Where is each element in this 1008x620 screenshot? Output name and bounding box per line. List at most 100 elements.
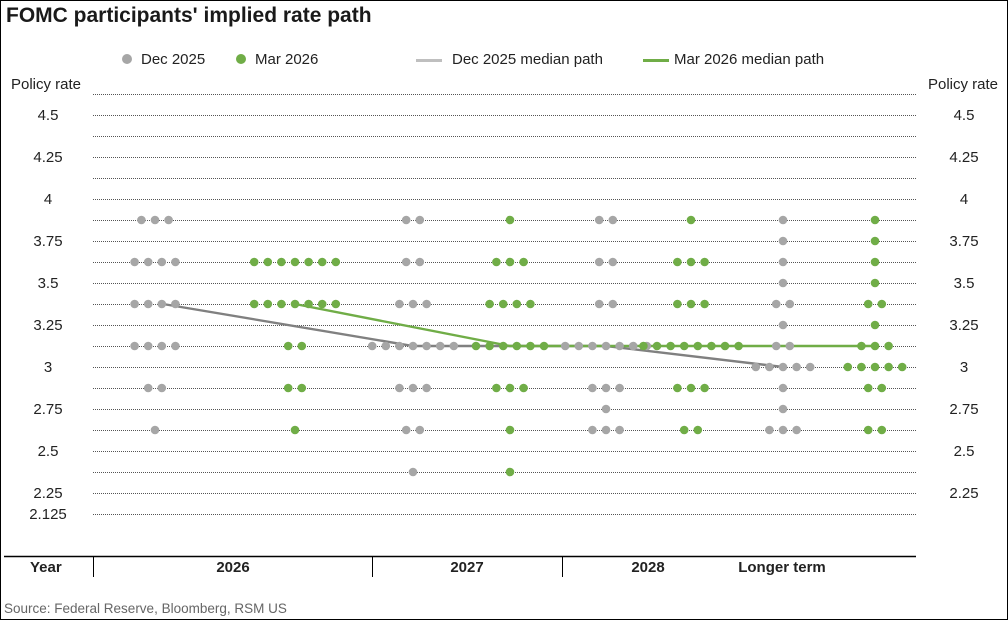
- participant-dot: [150, 425, 160, 435]
- y-tick-label-right: 2.75: [949, 401, 978, 418]
- participant-dot: [686, 299, 696, 309]
- participant-dot: [157, 299, 167, 309]
- participant-dot: [485, 299, 494, 309]
- participant-dot: [693, 425, 703, 435]
- participant-dot: [679, 425, 689, 435]
- group-label: Longer term: [738, 559, 826, 576]
- legend-mar-line-icon: [643, 59, 669, 62]
- group-label: 2028: [631, 559, 664, 576]
- participant-dot: [395, 299, 404, 309]
- participant-dot: [870, 320, 880, 330]
- participant-dot: [720, 341, 730, 351]
- participant-dot: [615, 383, 624, 393]
- participant-dot: [317, 257, 327, 267]
- participant-dot: [415, 257, 425, 267]
- participant-dot: [171, 257, 180, 267]
- participant-dot: [884, 341, 893, 351]
- participant-dot: [778, 404, 788, 414]
- participant-dot: [639, 341, 648, 351]
- participant-dot: [560, 341, 570, 351]
- participant-dot: [157, 341, 167, 351]
- participant-dot: [164, 215, 173, 225]
- y-tick-label-left: 2.75: [33, 401, 62, 418]
- group-label: 2026: [216, 559, 249, 576]
- participant-dot: [870, 278, 880, 288]
- participant-dot: [608, 299, 618, 309]
- y-tick-label-left: 3.25: [33, 317, 62, 334]
- participant-dot: [778, 320, 788, 330]
- participant-dot: [277, 299, 286, 309]
- participant-dot: [505, 383, 515, 393]
- participant-dot: [435, 341, 445, 351]
- participant-dot: [700, 299, 709, 309]
- participant-dot: [870, 236, 880, 246]
- participant-dot: [673, 257, 682, 267]
- participant-dot: [505, 467, 515, 477]
- group-label: 2027: [450, 559, 483, 576]
- participant-dot: [778, 257, 788, 267]
- participant-dot: [778, 278, 788, 288]
- participant-dot: [449, 341, 459, 351]
- participant-dot: [751, 362, 761, 372]
- participant-dot: [857, 362, 866, 372]
- participant-dot: [137, 215, 146, 225]
- participant-dot: [381, 341, 391, 351]
- participant-dot: [415, 425, 425, 435]
- participant-dot: [778, 425, 788, 435]
- participant-dot: [408, 299, 418, 309]
- participant-dot: [870, 362, 880, 372]
- participant-dot: [765, 362, 774, 372]
- participant-dot: [870, 257, 880, 267]
- source-note: Source: Federal Reserve, Bloomberg, RSM …: [4, 601, 287, 616]
- participant-dot: [143, 341, 153, 351]
- participant-dot: [771, 341, 781, 351]
- participant-dot: [422, 341, 431, 351]
- participant-dot: [263, 299, 273, 309]
- participant-dot: [277, 257, 286, 267]
- participant-dot: [143, 383, 153, 393]
- participant-dot: [778, 236, 788, 246]
- y-tick-label-left: 4.25: [33, 149, 62, 166]
- legend-dec-line-icon: [416, 59, 442, 62]
- participant-dot: [408, 383, 418, 393]
- participant-dot: [574, 341, 584, 351]
- participant-dot: [505, 425, 515, 435]
- participant-dot: [673, 299, 682, 309]
- participant-dot: [297, 383, 307, 393]
- y-tick-label-right: 4.5: [954, 107, 975, 124]
- participant-dot: [401, 215, 411, 225]
- y-tick-label-left: 3.75: [33, 233, 62, 250]
- participant-dot: [290, 425, 300, 435]
- legend: Dec 2025 Mar 2026 Dec 2025 median path M…: [0, 48, 1000, 72]
- participant-dot: [588, 383, 597, 393]
- participant-dot: [263, 257, 273, 267]
- participant-dot: [171, 341, 180, 351]
- legend-mar-dot-icon: [236, 54, 246, 64]
- participant-dot: [778, 362, 788, 372]
- participant-dot: [143, 299, 153, 309]
- y-tick-label-right: 3.5: [954, 275, 975, 292]
- participant-dot: [686, 215, 696, 225]
- y-tick-label-right: 3.75: [949, 233, 978, 250]
- x-axis-year-label: Year: [30, 559, 62, 576]
- participant-dot: [331, 257, 341, 267]
- participant-dot: [512, 299, 522, 309]
- y-tick-label-left: 4: [44, 191, 52, 208]
- participant-dot: [734, 341, 743, 351]
- participant-dot: [130, 257, 139, 267]
- participant-dot: [130, 341, 139, 351]
- participant-dot: [485, 341, 494, 351]
- participant-dot: [778, 215, 788, 225]
- participant-dot: [615, 425, 624, 435]
- participant-dot: [601, 383, 611, 393]
- participant-dot: [492, 257, 501, 267]
- chart-title: FOMC participants' implied rate path: [6, 4, 372, 27]
- legend-dec-dot-icon: [122, 54, 132, 64]
- participant-dot: [171, 299, 180, 309]
- participant-dot: [317, 299, 327, 309]
- participant-dot: [679, 341, 689, 351]
- y-tick-label-right: 3: [960, 359, 968, 376]
- legend-mar-label: Mar 2026: [255, 51, 319, 68]
- participant-dot: [143, 257, 153, 267]
